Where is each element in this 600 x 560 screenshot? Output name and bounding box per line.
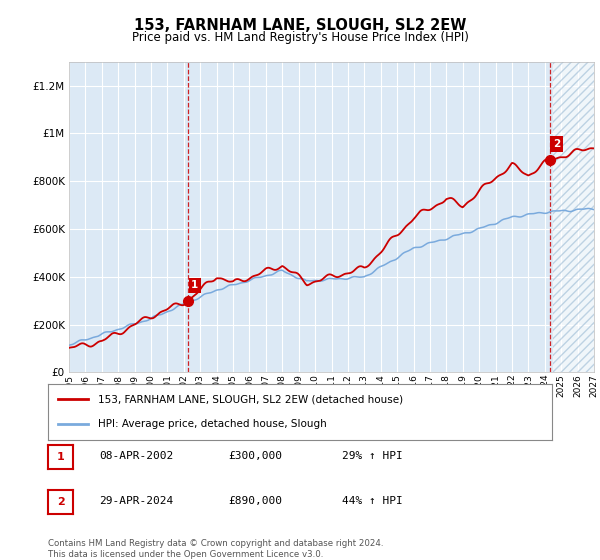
Text: 2: 2 (553, 139, 560, 149)
Text: 08-APR-2002: 08-APR-2002 (99, 451, 173, 461)
Text: 2: 2 (57, 497, 64, 507)
Text: £300,000: £300,000 (228, 451, 282, 461)
Text: Price paid vs. HM Land Registry's House Price Index (HPI): Price paid vs. HM Land Registry's House … (131, 31, 469, 44)
Text: 44% ↑ HPI: 44% ↑ HPI (342, 496, 403, 506)
Text: Contains HM Land Registry data © Crown copyright and database right 2024.
This d: Contains HM Land Registry data © Crown c… (48, 539, 383, 559)
Text: 153, FARNHAM LANE, SLOUGH, SL2 2EW (detached house): 153, FARNHAM LANE, SLOUGH, SL2 2EW (deta… (98, 394, 404, 404)
Text: 29% ↑ HPI: 29% ↑ HPI (342, 451, 403, 461)
Text: 1: 1 (191, 280, 199, 290)
Text: 1: 1 (57, 452, 64, 462)
Text: £890,000: £890,000 (228, 496, 282, 506)
Text: HPI: Average price, detached house, Slough: HPI: Average price, detached house, Slou… (98, 419, 327, 429)
Text: 153, FARNHAM LANE, SLOUGH, SL2 2EW: 153, FARNHAM LANE, SLOUGH, SL2 2EW (134, 18, 466, 33)
Bar (553, 62, 594, 372)
Text: 29-APR-2024: 29-APR-2024 (99, 496, 173, 506)
